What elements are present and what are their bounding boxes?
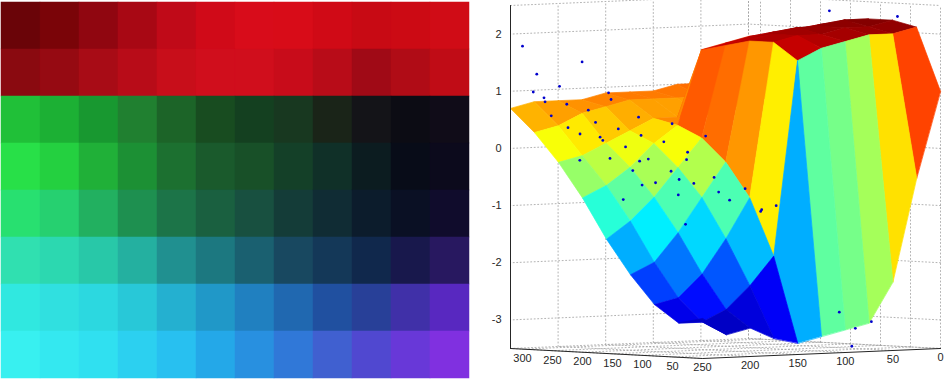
svg-text:0: 0 [495,142,501,154]
svg-text:150: 150 [789,357,807,369]
svg-text:200: 200 [741,359,759,371]
svg-text:1: 1 [495,85,501,97]
svg-text:-1: -1 [492,199,502,211]
svg-text:200: 200 [573,355,591,367]
svg-text:150: 150 [603,357,621,369]
svg-text:50: 50 [887,353,899,365]
svg-text:0: 0 [937,351,943,363]
svg-text:100: 100 [836,355,854,367]
svg-text:50: 50 [666,360,678,372]
svg-text:250: 250 [543,353,561,365]
svg-text:-2: -2 [492,256,502,268]
svg-text:100: 100 [633,358,651,370]
svg-text:300: 300 [513,352,531,364]
svg-text:2: 2 [495,28,501,40]
svg-text:250: 250 [693,361,711,373]
svg-text:-3: -3 [492,313,502,325]
